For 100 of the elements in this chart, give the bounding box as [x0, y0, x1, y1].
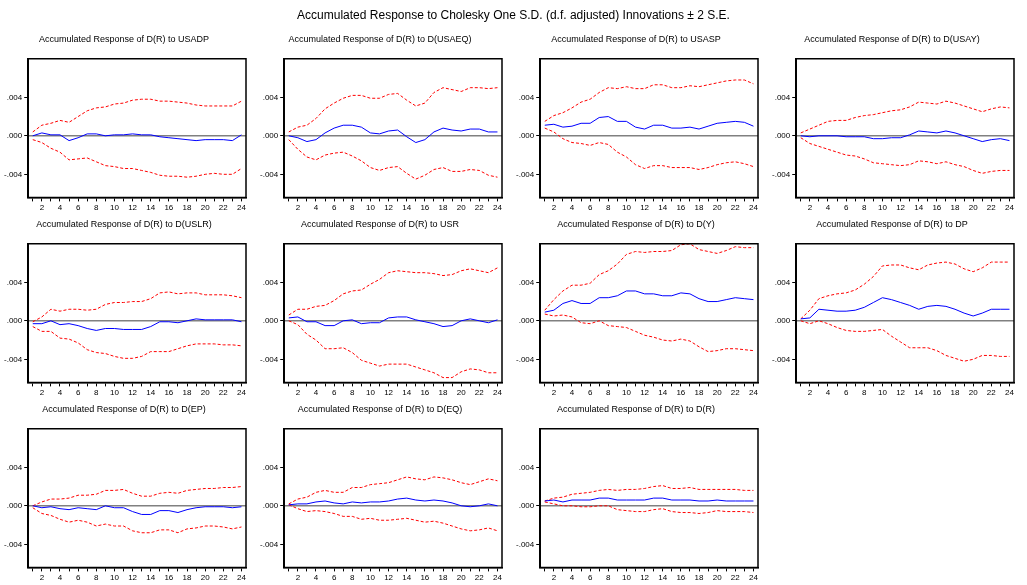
y-tick-label: .000: [774, 316, 791, 325]
x-tick-label: 16: [676, 203, 686, 213]
x-tick-label: 10: [365, 203, 376, 213]
x-tick-label: 6: [587, 203, 593, 213]
x-tick-label: 12: [384, 573, 394, 583]
x-tick-label: 24: [749, 388, 759, 398]
y-tick-label: .000: [6, 501, 23, 510]
x-tick-label: 6: [843, 388, 849, 398]
x-tick-label: 20: [456, 203, 467, 213]
x-tick-label: 12: [384, 388, 394, 398]
x-tick-label: 8: [94, 203, 100, 213]
x-tick-label: 2: [551, 573, 557, 583]
x-tick-label: 4: [313, 573, 319, 583]
x-tick-label: 10: [877, 203, 888, 213]
x-tick-label: 20: [200, 573, 211, 583]
y-tick-label: .004: [262, 92, 279, 102]
y-tick-label: .004: [262, 277, 279, 287]
chart-title: Accumulated Response of D(R) to D(EQ): [297, 403, 463, 414]
x-tick-label: 16: [420, 573, 430, 583]
x-tick-label: 18: [950, 388, 961, 398]
x-tick-label: 8: [606, 388, 612, 398]
text: Accumulated Response to Cholesky One S.D. (d.f. adjusted) Innovations ± 2 S.E.: [297, 8, 730, 22]
x-tick-label: 16: [676, 388, 686, 398]
x-tick-label: 18: [182, 203, 193, 213]
x-tick-label: 12: [640, 573, 650, 583]
x-tick-label: 20: [200, 203, 211, 213]
x-tick-label: 4: [825, 388, 831, 398]
x-tick-label: 10: [365, 388, 376, 398]
x-tick-label: 24: [493, 388, 503, 398]
x-tick-label: 16: [164, 573, 174, 583]
y-tick-label: -.004: [516, 169, 535, 179]
x-tick-label: 2: [295, 388, 301, 398]
chart-title: Accumulated Response of D(R) to D(R): [556, 403, 716, 414]
y-tick-label: -.004: [260, 539, 279, 549]
y-tick-label: .004: [6, 92, 23, 102]
x-tick-label: 20: [712, 388, 723, 398]
x-tick-label: 8: [606, 203, 612, 213]
chart-title: Accumulated Response of D(R) to D(USLR): [36, 218, 212, 229]
x-tick-label: 14: [146, 388, 156, 398]
chart-title: Accumulated Response of D(R) to DP: [816, 218, 968, 229]
x-tick-label: 14: [402, 388, 412, 398]
x-tick-label: 4: [825, 203, 831, 213]
x-tick-label: 8: [350, 573, 356, 583]
x-tick-label: 14: [658, 573, 668, 583]
x-tick-label: 4: [313, 203, 319, 213]
x-tick-label: 8: [350, 388, 356, 398]
y-tick-label: -.004: [4, 354, 23, 364]
x-tick-label: 10: [621, 388, 632, 398]
x-tick-label: 16: [164, 388, 174, 398]
x-tick-label: 8: [94, 573, 100, 583]
x-tick-label: 12: [896, 388, 906, 398]
y-tick-label: -.004: [516, 539, 535, 549]
x-tick-label: 4: [57, 573, 63, 583]
y-tick-label: .004: [774, 277, 791, 287]
y-tick-label: .004: [6, 277, 23, 287]
x-tick-label: 14: [914, 388, 924, 398]
x-tick-label: 16: [676, 573, 686, 583]
x-tick-label: 16: [932, 388, 942, 398]
x-tick-label: 18: [694, 573, 705, 583]
x-tick-label: 12: [128, 388, 138, 398]
x-tick-label: 4: [569, 388, 575, 398]
y-tick-label: -.004: [772, 354, 791, 364]
chart-title: Accumulated Response of D(R) to D(EP): [42, 403, 206, 414]
x-tick-label: 8: [350, 203, 356, 213]
x-tick-label: 22: [986, 388, 997, 398]
x-tick-label: 20: [200, 388, 211, 398]
x-tick-label: 8: [606, 573, 612, 583]
x-tick-label: 6: [843, 203, 849, 213]
x-tick-label: 22: [218, 203, 229, 213]
x-tick-label: 10: [877, 388, 888, 398]
y-tick-label: -.004: [516, 354, 535, 364]
x-tick-label: 18: [438, 203, 449, 213]
x-tick-label: 14: [658, 203, 668, 213]
x-tick-label: 12: [640, 203, 650, 213]
x-tick-label: 16: [420, 388, 430, 398]
x-tick-label: 22: [730, 388, 741, 398]
chart-title: Accumulated Response of D(R) to USASP: [551, 33, 721, 44]
x-tick-label: 2: [295, 573, 301, 583]
x-tick-label: 2: [807, 388, 813, 398]
x-tick-label: 24: [237, 203, 247, 213]
x-tick-label: 10: [109, 203, 120, 213]
y-tick-label: -.004: [4, 169, 23, 179]
x-tick-label: 8: [862, 203, 868, 213]
x-tick-label: 12: [896, 203, 906, 213]
chart-title: Accumulated Response of D(R) to USADP: [38, 33, 210, 44]
x-tick-label: 8: [94, 388, 100, 398]
x-tick-label: 18: [950, 203, 961, 213]
x-tick-label: 10: [621, 203, 632, 213]
y-tick-label: .004: [6, 462, 23, 472]
x-tick-label: 6: [331, 203, 337, 213]
chart-title: Accumulated Response of D(R) to D(Y): [557, 218, 715, 229]
x-tick-label: 16: [420, 203, 430, 213]
x-tick-label: 2: [551, 388, 557, 398]
x-tick-label: 6: [331, 388, 337, 398]
x-tick-label: 22: [730, 203, 741, 213]
x-tick-label: 20: [968, 203, 979, 213]
x-tick-label: 12: [384, 203, 394, 213]
x-tick-label: 2: [39, 388, 45, 398]
x-tick-label: 18: [182, 388, 193, 398]
x-tick-label: 2: [295, 203, 301, 213]
